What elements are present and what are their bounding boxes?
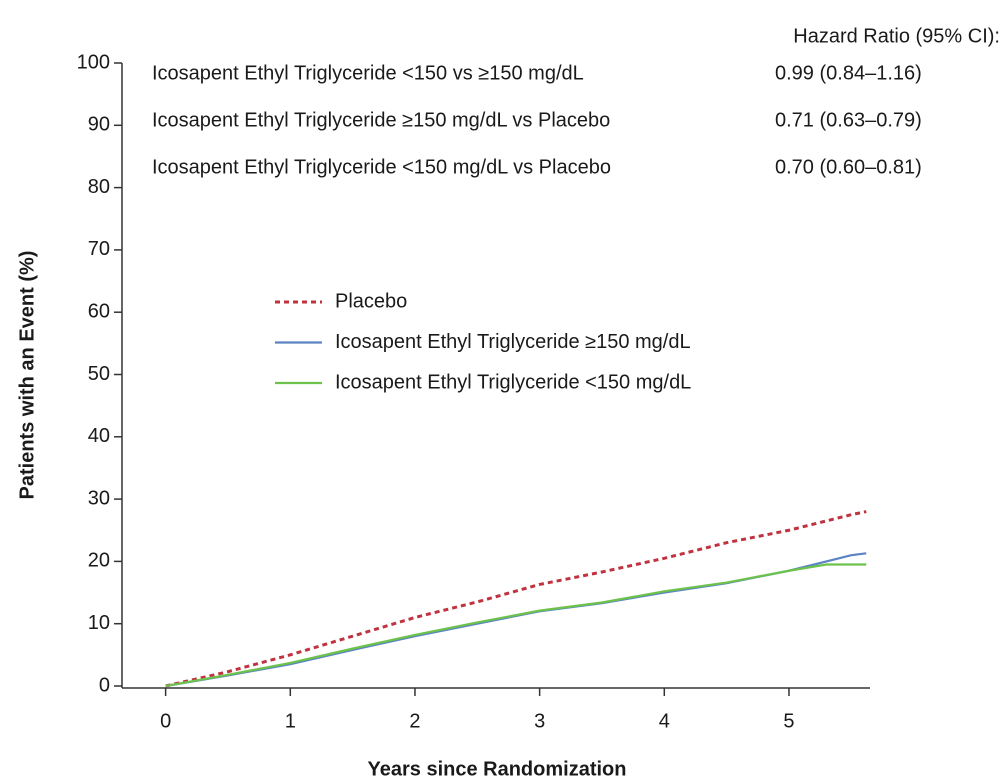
y-tick-label: 100 [77,51,110,73]
y-tick-label: 70 [88,238,110,260]
x-tick-label: 4 [659,710,670,732]
y-tick-label: 50 [88,363,110,385]
x-tick-label: 1 [285,710,296,732]
y-tick-label: 10 [88,612,110,634]
legend-label: Icosapent Ethyl Triglyceride <150 mg/dL [335,371,691,393]
series-line [165,563,867,688]
hazard-ratio-value: 0.71 (0.63–0.79) [775,109,922,131]
hazard-ratio-value: 0.99 (0.84–1.16) [775,62,922,84]
x-tick-label: 3 [534,710,545,732]
hazard-ratio-value: 0.70 (0.60–0.81) [775,156,922,178]
hazard-ratio-label: Icosapent Ethyl Triglyceride <150 vs ≥15… [152,62,584,84]
y-axis-label: Patients with an Event (%) [16,251,38,500]
legend-label: Placebo [335,290,407,312]
x-axis-label: Years since Randomization [368,758,627,780]
y-tick-label: 60 [88,300,110,322]
y-tick-label: 40 [88,425,110,447]
y-tick-label: 20 [88,550,110,572]
y-tick-label: 80 [88,176,110,198]
legend-label: Icosapent Ethyl Triglyceride ≥150 mg/dL [335,331,691,353]
x-tick-label: 2 [409,710,420,732]
hazard-ratio-label: Icosapent Ethyl Triglyceride ≥150 mg/dL … [152,109,610,131]
x-tick-label: 0 [160,710,171,732]
x-tick-label: 5 [783,710,794,732]
y-tick-label: 0 [99,674,110,696]
series-line [165,510,867,688]
hazard-ratio-header: Hazard Ratio (95% CI): [793,25,1000,47]
y-tick-label: 90 [88,114,110,136]
y-tick-label: 30 [88,487,110,509]
hazard-ratio-label: Icosapent Ethyl Triglyceride <150 mg/dL … [152,156,611,178]
